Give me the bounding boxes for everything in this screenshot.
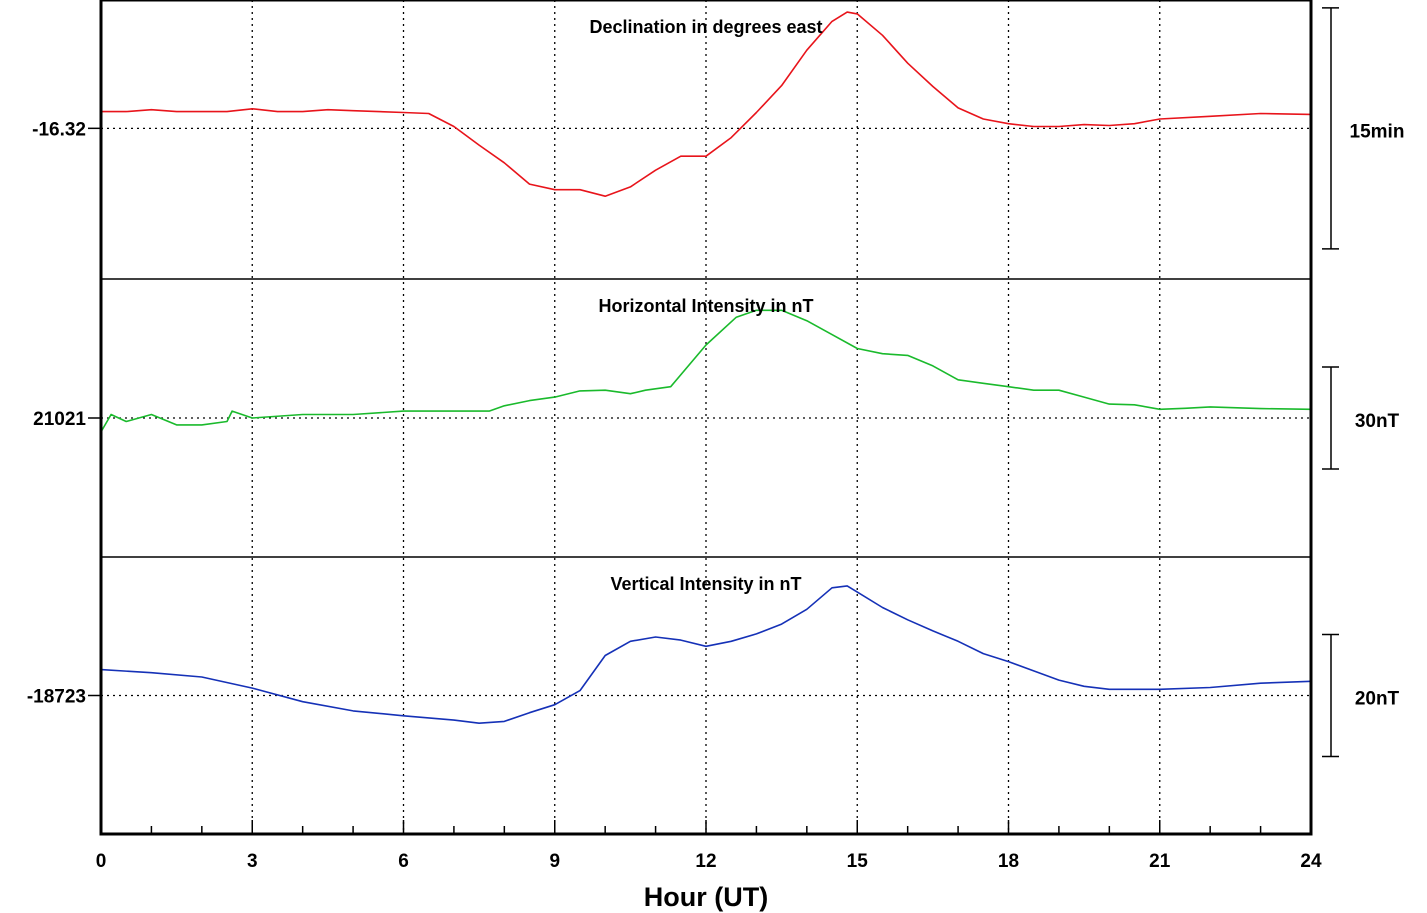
grid-lines	[101, 0, 1311, 834]
x-tick-label: 3	[247, 851, 258, 872]
x-axis: 0 3 6 9 12 15 18 21 24	[96, 820, 1322, 872]
baseline-label: 21021	[33, 409, 86, 430]
x-axis-label: Hour (UT)	[644, 882, 768, 912]
x-tick-label: 0	[96, 851, 107, 872]
x-tick-label: 21	[1149, 851, 1171, 872]
baseline-label: -18723	[27, 687, 86, 708]
scale-label: 15min	[1350, 121, 1405, 142]
x-tick-label: 12	[695, 851, 716, 872]
x-tick-label: 24	[1300, 851, 1322, 872]
scale-label: 20nT	[1355, 689, 1400, 710]
series-line-3	[100, 585, 1312, 724]
panel-title: Horizontal Intensity in nT	[599, 296, 814, 316]
x-tick-label: 6	[398, 851, 409, 872]
series-line-1	[101, 11, 1312, 197]
scale-label: 30nT	[1355, 411, 1400, 432]
panel-title: Vertical Intensity in nT	[610, 574, 801, 594]
x-tick-label: 15	[847, 851, 869, 872]
baseline-label: -16.32	[32, 119, 86, 140]
series-line-2	[100, 309, 1312, 433]
x-tick-label: 18	[998, 851, 1019, 872]
panel-title: Declination in degrees east	[589, 17, 822, 37]
x-tick-label: 9	[549, 851, 560, 872]
panels: Declination in degrees east -16.32 15min Ho…	[27, 7, 1405, 758]
plot-frame	[99, 0, 1313, 836]
